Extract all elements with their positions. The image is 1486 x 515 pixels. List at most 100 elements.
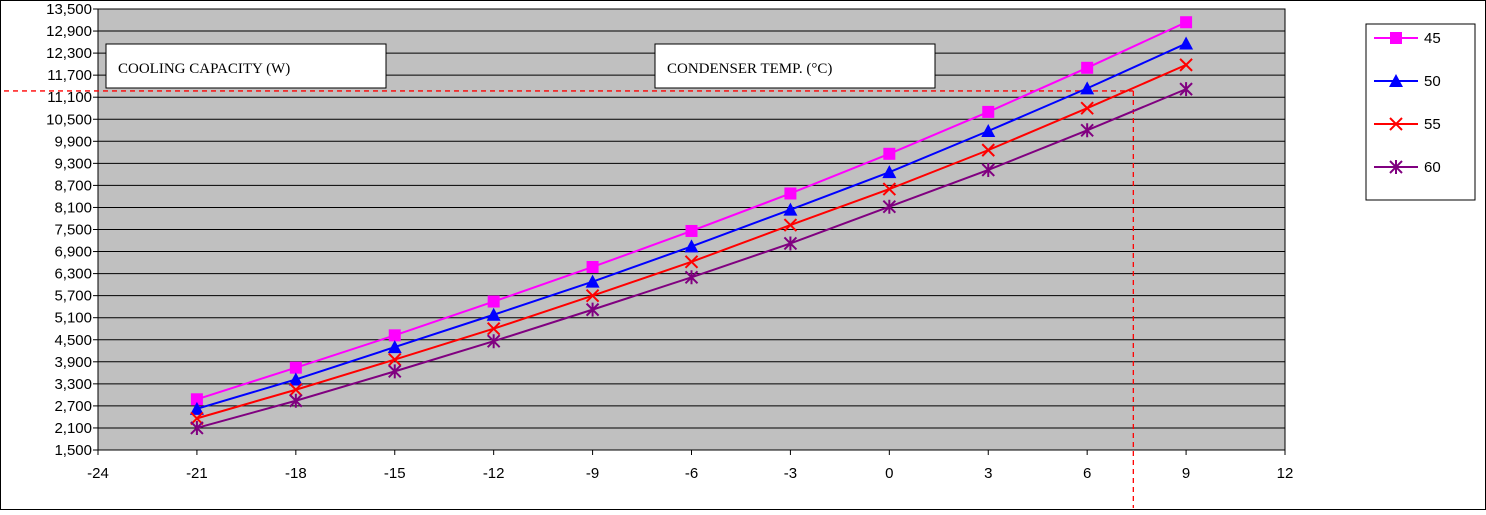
- data-point-50: [1080, 81, 1095, 95]
- data-point-50: [585, 274, 600, 288]
- data-point-45: [190, 393, 203, 406]
- x-axis-ticks: -24 -21 -18 -15 -12 -9 -6 -3 0 3 6 9 12: [87, 450, 1293, 482]
- x-tick-label: -18: [285, 465, 307, 482]
- data-point-45: [586, 260, 599, 273]
- data-point-60: [684, 270, 699, 285]
- x-tick-label: -15: [384, 465, 406, 482]
- data-point-45: [982, 105, 995, 118]
- data-point-50: [981, 124, 996, 138]
- y-tick-label: 8,700: [54, 177, 92, 194]
- data-point-55: [289, 383, 303, 397]
- x-tick-label: -9: [586, 465, 599, 482]
- legend-label: 45: [1424, 30, 1441, 47]
- legend-box: [1365, 23, 1476, 201]
- y-tick-label: 4,500: [54, 332, 92, 349]
- data-point-45: [289, 361, 302, 374]
- legend-label: 60: [1424, 159, 1441, 176]
- cooling-capacity-label-text: COOLING CAPACITY (W): [118, 61, 290, 77]
- x-tick-label: -6: [685, 465, 698, 482]
- y-tick-label: 12,900: [46, 23, 92, 40]
- data-point-45: [487, 295, 500, 308]
- data-point-60: [981, 162, 995, 177]
- data-point-50: [486, 307, 501, 321]
- data-point-60: [783, 236, 798, 251]
- series-60: [190, 82, 1193, 435]
- x-tick-label: 6: [1083, 465, 1091, 482]
- y-tick-label: 6,900: [54, 244, 92, 261]
- y-tick-label: 13,500: [46, 1, 92, 18]
- y-tick-label: 6,300: [54, 266, 92, 283]
- data-point-45: [784, 187, 797, 200]
- data-point-55: [585, 288, 600, 303]
- data-point-55: [1080, 101, 1094, 115]
- gridlines: [98, 30, 1285, 429]
- legend-marker: [1390, 32, 1402, 44]
- legend-label: 55: [1424, 116, 1441, 133]
- data-point-50: [1179, 36, 1194, 50]
- data-point-60: [289, 393, 303, 408]
- y-tick-label: 1,500: [54, 442, 92, 459]
- y-tick-label: 12,300: [46, 45, 92, 62]
- data-point-55: [981, 143, 995, 157]
- data-point-50: [288, 372, 303, 386]
- data-point-55: [783, 218, 798, 232]
- data-point-50: [684, 239, 699, 253]
- data-point-45: [1081, 61, 1094, 74]
- data-point-60: [1080, 123, 1094, 138]
- data-point-55: [388, 352, 402, 367]
- series-group: [189, 16, 1194, 435]
- x-tick-label: 3: [984, 465, 992, 482]
- legend-entry-50: 50: [1374, 73, 1441, 90]
- data-point-60: [486, 334, 501, 349]
- x-tick-label: 9: [1182, 465, 1190, 482]
- data-point-55: [882, 182, 897, 196]
- data-point-50: [387, 340, 402, 354]
- y-tick-label: 11,700: [47, 67, 92, 84]
- y-tick-label: 2,700: [54, 398, 92, 415]
- data-point-60: [388, 364, 402, 379]
- x-tick-label: 12: [1277, 465, 1294, 482]
- legend-marker: [1389, 117, 1403, 131]
- legend-marker: [1389, 160, 1403, 174]
- y-tick-label: 5,100: [54, 310, 92, 327]
- data-point-45: [1180, 16, 1193, 29]
- series-50: [189, 36, 1194, 415]
- x-tick-label: -3: [784, 465, 797, 482]
- y-tick-label: 3,900: [54, 354, 92, 371]
- series-45: [190, 16, 1193, 406]
- x-tick-label: 0: [885, 465, 893, 482]
- legend-marker: [1389, 74, 1403, 87]
- data-point-45: [883, 147, 896, 160]
- y-tick-label: 7,500: [54, 222, 92, 239]
- cooling-capacity-label-box: [105, 43, 387, 89]
- condenser-temp-label-text: CONDENSER TEMP. (°C): [667, 61, 832, 77]
- y-tick-label: 10,500: [46, 111, 92, 128]
- data-point-55: [190, 411, 204, 426]
- data-point-45: [685, 224, 698, 237]
- x-tick-label: -24: [87, 465, 109, 482]
- data-point-45: [388, 329, 401, 342]
- reference-lines: [4, 90, 1134, 508]
- data-point-50: [783, 202, 798, 216]
- series-55: [190, 58, 1193, 426]
- data-point-60: [585, 302, 600, 317]
- cooling-capacity-label: COOLING CAPACITY (W): [105, 43, 387, 89]
- legend-entry-45: 45: [1374, 30, 1441, 47]
- data-point-55: [1179, 58, 1193, 72]
- x-tick-label: -21: [186, 465, 208, 482]
- y-axis-ticks: 1,500 2,100 2,700 3,300 3,900 4,500 5,100 5,700…: [46, 1, 98, 459]
- y-tick-label: 9,900: [54, 133, 92, 150]
- data-point-60: [1179, 82, 1193, 97]
- y-tick-label: 11,100: [47, 89, 92, 106]
- legend-entry-55: 55: [1374, 116, 1441, 133]
- y-tick-label: 8,100: [54, 199, 92, 216]
- data-point-55: [486, 322, 501, 336]
- y-tick-label: 9,300: [54, 155, 92, 172]
- data-point-50: [189, 401, 204, 415]
- data-point-55: [684, 255, 699, 269]
- y-tick-label: 2,100: [54, 420, 92, 437]
- data-point-50: [882, 165, 897, 179]
- y-tick-label: 5,700: [54, 288, 92, 305]
- data-point-60: [882, 199, 897, 214]
